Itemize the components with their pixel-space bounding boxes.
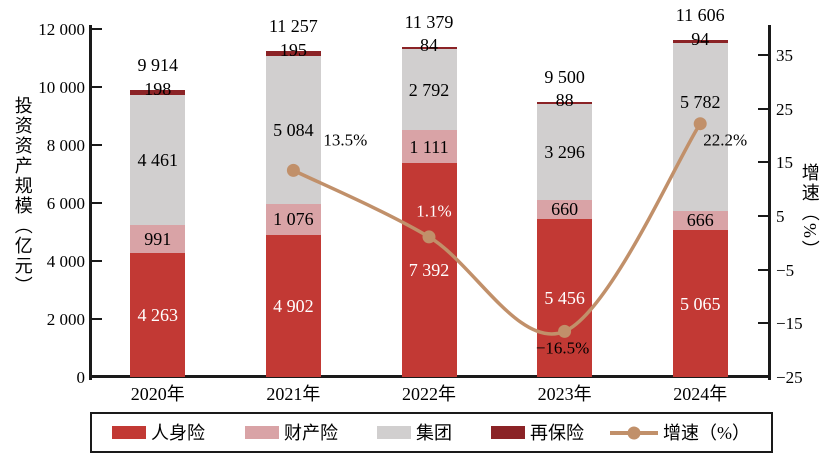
legend-swatch-icon [377, 426, 411, 439]
legend: 人身险 财产险 集团 再保险 增速（%） [90, 412, 773, 453]
right-axis-tick-label: 25 [776, 99, 793, 119]
segment-value-label: 5 065 [679, 293, 721, 314]
segment-value-label: 4 461 [137, 149, 179, 170]
right-axis-tick [758, 107, 768, 110]
segment-value-label: 5 782 [679, 91, 721, 112]
growth-point-label: −16.5% [535, 338, 590, 358]
legend-line-dot-icon [627, 426, 641, 439]
left-axis-title: 投资资产规模（亿元） [12, 96, 33, 296]
right-axis-tick-label: 15 [776, 153, 793, 173]
x-category-label: 2024年 [673, 384, 728, 404]
left-axis-tick-label: 2 000 [46, 310, 85, 329]
segment-value-label: 1 111 [409, 136, 449, 157]
legend-item-增速（%）: 增速（%） [610, 414, 750, 451]
right-axis-tick-label: −25 [776, 368, 803, 387]
left-axis-tick [92, 376, 102, 378]
right-axis-tick [758, 54, 768, 56]
left-axis-tick [92, 260, 102, 262]
right-axis-tick-label: −15 [776, 314, 803, 334]
left-axis-tick-label: 4 000 [46, 252, 85, 271]
bar-segment-集团 [130, 95, 186, 225]
bar-segment-再保险 [265, 50, 321, 57]
legend-label: 集团 [416, 422, 452, 443]
bar-segment-再保险 [672, 40, 728, 44]
segment-value-label: 94 [691, 28, 710, 49]
right-axis-tick [758, 161, 768, 164]
right-axis-tick [758, 268, 768, 271]
right-axis-tick-label: 5 [776, 207, 785, 226]
total-value-label: 9 500 [544, 66, 585, 87]
left-axis-tick-label: 6 000 [46, 194, 85, 213]
left-axis-tick [92, 202, 102, 204]
bar-segment-财产险 [130, 224, 186, 254]
segment-value-label: 991 [144, 229, 172, 249]
segment-value-label: 4 263 [137, 305, 179, 326]
segment-value-label: 198 [144, 79, 172, 100]
growth-line-path [292, 122, 702, 336]
right-axis-tick-label: −5 [776, 260, 795, 280]
legend-swatch-icon [245, 426, 279, 439]
segment-value-label: 5 084 [273, 119, 314, 140]
segment-value-label: 1 076 [273, 209, 314, 230]
left-axis-tick [92, 318, 102, 320]
left-axis-line [89, 25, 92, 380]
right-axis-tick [758, 376, 768, 378]
bar-segment-再保险 [537, 101, 593, 105]
segment-value-label: 195 [279, 40, 307, 61]
x-category-label: 2023年 [537, 384, 592, 404]
legend-item-再保险: 再保险 [491, 414, 584, 451]
total-value-label: 11 606 [675, 5, 725, 26]
right-axis-tick-label: 35 [776, 46, 793, 65]
segment-value-label: 4 902 [273, 295, 314, 316]
segment-value-label: 666 [686, 210, 714, 231]
growth-point-label: 1.1% [416, 201, 452, 221]
legend-label: 人身险 [151, 422, 205, 443]
segment-value-label: 5 456 [544, 287, 585, 308]
legend-item-集团: 集团 [377, 414, 452, 451]
left-axis-tick [92, 144, 102, 146]
left-axis-tick-label: 0 [76, 368, 86, 387]
left-axis-tick-label: 10 000 [38, 78, 85, 97]
right-axis-title: 增速（%） [799, 163, 820, 260]
legend-swatch-icon [491, 426, 525, 439]
x-category-label: 2020年 [130, 384, 185, 404]
segment-value-label: 2 792 [408, 79, 450, 100]
x-category-label: 2022年 [402, 384, 456, 404]
segment-value-label: 88 [555, 89, 574, 110]
right-axis-tick [758, 322, 768, 325]
right-axis-tick [758, 215, 768, 217]
right-axis-line [768, 25, 771, 380]
legend-item-财产险: 财产险 [245, 414, 338, 451]
growth-point-label: 22.2% [703, 130, 748, 150]
left-axis-tick [92, 28, 102, 30]
legend-label: 财产险 [284, 422, 338, 443]
growth-point-label: 13.5% [323, 130, 368, 150]
segment-value-label: 84 [420, 35, 438, 56]
bar-segment-集团 [672, 43, 728, 211]
bar-segment-再保险 [130, 89, 186, 96]
bar-segment-再保险 [401, 47, 457, 50]
x-category-label: 2021年 [266, 384, 321, 404]
left-axis-tick [92, 86, 102, 88]
segment-value-label: 7 392 [408, 259, 450, 280]
segment-value-label: 3 296 [544, 141, 585, 162]
total-value-label: 9 914 [137, 54, 179, 75]
left-axis-tick-label: 12 000 [38, 20, 85, 39]
bar-segment-人身险 [130, 253, 186, 377]
legend-swatch-icon [112, 426, 146, 439]
legend-line-marker-icon [610, 426, 658, 439]
total-value-label: 11 257 [268, 15, 318, 36]
left-axis-tick-label: 8 000 [46, 136, 85, 155]
total-value-label: 11 379 [404, 12, 454, 32]
segment-value-label: 660 [551, 199, 579, 220]
legend-label: 增速（%） [663, 422, 750, 443]
bar-segment-集团 [401, 49, 457, 131]
legend-item-人身险: 人身险 [112, 414, 205, 451]
legend-label: 再保险 [530, 422, 584, 443]
